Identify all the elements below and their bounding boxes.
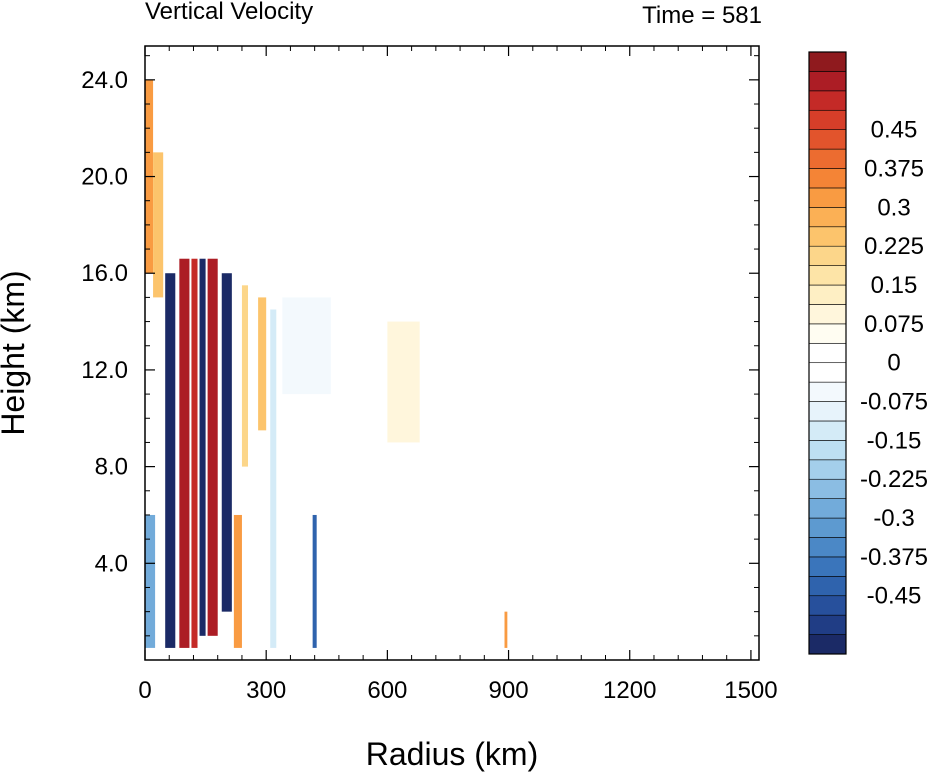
colorbar-swatch — [808, 401, 847, 422]
plot-frame — [144, 45, 760, 661]
colorbar-label: 0.3 — [877, 194, 910, 221]
x-tick-label: 1200 — [603, 677, 656, 704]
colorbar-label: 0 — [887, 350, 900, 377]
velocity-cell — [221, 273, 232, 612]
colorbar-swatch — [808, 109, 847, 130]
colorbar-swatch — [808, 595, 847, 616]
colorbar-swatch — [808, 381, 847, 402]
velocity-field — [145, 79, 508, 648]
colorbar-swatch — [808, 342, 847, 364]
colorbar-swatch — [808, 576, 847, 597]
colorbar-label: -0.375 — [860, 544, 928, 571]
x-tick-labels: 0 300 600 900 1200 1500 — [138, 677, 777, 704]
y-axis-title: Height (km) — [0, 270, 31, 435]
colorbar-label: 0.375 — [864, 156, 924, 183]
velocity-cell — [145, 514, 156, 648]
colorbar-label: 0.15 — [871, 272, 918, 299]
colorbar-swatch — [808, 245, 847, 266]
colorbar-swatch — [808, 498, 847, 519]
y-tick-label: 8.0 — [95, 454, 128, 481]
velocity-cell — [191, 258, 198, 648]
x-tick-label: 0 — [138, 677, 151, 704]
velocity-cell — [270, 309, 277, 648]
y-tick-label: 24.0 — [81, 67, 128, 94]
colorbar-swatch — [808, 90, 847, 111]
velocity-cell — [241, 285, 249, 467]
velocity-cell — [179, 258, 190, 648]
velocity-cell — [258, 297, 267, 431]
colorbar-swatch — [808, 71, 847, 92]
colorbar-swatch — [808, 614, 847, 635]
colorbar-swatch — [808, 517, 847, 538]
x-axis-title: Radius (km) — [366, 736, 538, 772]
velocity-cell — [199, 258, 206, 636]
velocity-cell — [504, 611, 508, 648]
colorbar-swatch — [808, 226, 847, 247]
colorbar-swatch — [808, 440, 847, 461]
colorbar-labels: -0.45 -0.375 -0.3 -0.225 -0.15 -0.075 0 0.075 0.… — [860, 117, 928, 610]
y-tick-label: 12.0 — [81, 357, 128, 384]
colorbar-swatch — [808, 420, 847, 441]
time-label: Time = 581 — [642, 2, 762, 29]
colorbar-frame — [808, 51, 847, 655]
colorbar-swatch — [808, 207, 847, 228]
colorbar-swatch — [808, 284, 847, 305]
colorbar-swatch — [808, 459, 847, 480]
velocity-cell — [282, 297, 331, 395]
colorbar-label: -0.3 — [873, 505, 914, 532]
x-tick-label: 600 — [367, 677, 407, 704]
colorbar-swatch — [808, 265, 847, 286]
colorbar-swatch — [808, 323, 847, 344]
colorbar — [808, 51, 847, 655]
velocity-cell — [153, 152, 164, 298]
colorbar-swatch — [808, 556, 847, 577]
colorbar-label: 0.225 — [864, 233, 924, 260]
colorbar-label: 0.45 — [871, 117, 918, 144]
colorbar-swatch — [808, 51, 847, 72]
colorbar-swatch — [808, 187, 847, 208]
velocity-cell — [312, 514, 317, 648]
colorbar-label: 0.075 — [864, 311, 924, 338]
velocity-cell — [207, 258, 218, 636]
y-tick-labels: 4.0 8.0 12.0 16.0 20.0 24.0 — [81, 67, 128, 577]
x-tick-label: 300 — [246, 677, 286, 704]
y-tick-label: 20.0 — [81, 164, 128, 191]
colorbar-swatch — [808, 478, 847, 499]
colorbar-swatch — [808, 362, 847, 383]
velocity-cell — [165, 273, 176, 648]
colorbar-swatch — [808, 129, 847, 150]
chart-title: Vertical Velocity — [145, 0, 314, 25]
colorbar-swatch — [808, 537, 847, 558]
colorbar-label: -0.075 — [860, 389, 928, 416]
colorbar-label: -0.225 — [860, 466, 928, 493]
colorbar-label: -0.45 — [867, 583, 922, 610]
colorbar-swatch — [808, 148, 847, 169]
axis-ticks — [144, 46, 759, 660]
x-tick-label: 900 — [489, 677, 529, 704]
velocity-cell — [233, 514, 242, 648]
y-tick-label: 16.0 — [81, 260, 128, 287]
velocity-cell — [387, 321, 420, 443]
colorbar-label: -0.15 — [867, 427, 922, 454]
x-tick-label: 1500 — [724, 677, 777, 704]
colorbar-swatch — [808, 304, 847, 325]
colorbar-swatch — [808, 168, 847, 189]
colorbar-swatch — [808, 634, 847, 655]
y-tick-label: 4.0 — [95, 550, 128, 577]
